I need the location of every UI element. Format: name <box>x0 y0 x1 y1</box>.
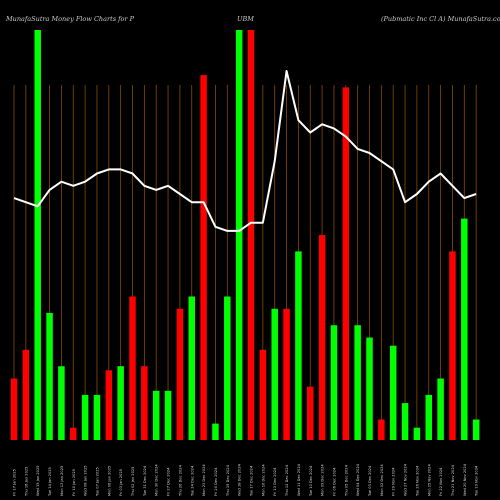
x-tick-label: Wed 04 Dec 2024 <box>356 463 360 496</box>
money-flow-bar <box>413 427 421 440</box>
chart-title-right: (Pubmatic Inc Cl A) MunafaSutra.com <box>381 15 500 23</box>
money-flow-bar <box>283 308 290 440</box>
x-tick-label: Mon 02 Dec 2024 <box>380 464 384 496</box>
x-tick-label: Tue 07 Jan 2025 <box>95 467 99 497</box>
price-line-layer <box>13 70 477 232</box>
money-flow-bar <box>425 394 432 440</box>
money-flow-bar <box>401 403 409 440</box>
money-flow-bar <box>247 30 255 440</box>
x-tick-label: Fri 10 Jan 2025 <box>72 469 76 496</box>
money-flow-bar <box>10 378 18 440</box>
money-flow-bar <box>141 366 148 440</box>
money-flow-bar <box>461 218 468 440</box>
money-flow-bar <box>437 378 444 440</box>
x-tick-label: Fri 06 Dec 2024 <box>332 467 336 496</box>
money-flow-bar <box>117 366 124 440</box>
x-tick-label: Thu 12 Dec 2024 <box>285 464 289 497</box>
x-tick-labels: Fri 17 Jan 2025 Thu 16 Jan 2025 Wed 15 Jan… <box>13 463 479 497</box>
x-tick-label: Wed 11 Dec 2024 <box>297 463 301 496</box>
x-tick-label: Thu 26 Dec 2024 <box>178 464 182 497</box>
x-tick-label: Mon 16 Dec 2024 <box>261 464 265 496</box>
x-tick-label: Wed 20 Nov 2024 <box>463 463 467 496</box>
money-flow-bar <box>389 345 397 440</box>
x-tick-label: Tue 03 Dec 2024 <box>368 465 372 497</box>
x-tick-label: Fri 17 Jan 2025 <box>13 469 17 496</box>
x-tick-label: Mon 23 Dec 2024 <box>202 464 206 496</box>
money-flow-bar <box>449 251 456 440</box>
x-tick-label: Wed 08 Jan 2025 <box>84 465 88 496</box>
x-tick-label: Thu 21 Nov 2024 <box>451 464 455 497</box>
x-tick-label: Fri 13 Dec 2024 <box>273 467 277 496</box>
x-tick-label: Fri 20 Dec 2024 <box>214 467 218 496</box>
bars <box>10 30 480 441</box>
money-flow-bar <box>472 419 480 440</box>
x-tick-label: Tue 24 Dec 2024 <box>190 465 194 497</box>
chart-title-left: MunafaSutra Money Flow Charts for P <box>5 15 135 23</box>
x-tick-label: Tue 31 Dec 2024 <box>143 465 147 497</box>
money-flow-bar <box>366 337 373 440</box>
money-flow-bar <box>176 308 184 440</box>
money-flow-bar <box>271 308 278 440</box>
money-flow-bar <box>188 296 195 440</box>
x-tick-label: Mon 25 Nov 2024 <box>427 464 431 496</box>
x-tick-label: Thu 16 Jan 2025 <box>24 467 28 497</box>
x-tick-label: Fri 03 Jan 2025 <box>119 469 123 496</box>
money-flow-bar <box>259 349 267 440</box>
money-flow-bar <box>318 235 326 440</box>
money-flow-bar <box>212 423 219 440</box>
x-tick-label: Tue 14 Jan 2025 <box>48 467 52 497</box>
x-tick-label: Fri 22 Nov 2024 <box>439 467 443 496</box>
x-tick-label: Thu 19 Dec 2024 <box>226 464 230 497</box>
x-tick-label: Wed 27 Nov 2024 <box>404 463 408 496</box>
x-tick-label: Fri 29 Nov 2024 <box>392 467 396 496</box>
x-tick-label: Fri 27 Dec 2024 <box>167 467 171 496</box>
x-tick-label: Mon 30 Dec 2024 <box>155 464 159 496</box>
money-flow-bar <box>70 427 77 440</box>
money-flow-bar <box>34 30 41 440</box>
money-flow-bar <box>224 296 231 440</box>
money-flow-bar <box>295 251 302 440</box>
money-flow-bar <box>200 75 207 440</box>
money-flow-bar <box>46 312 53 440</box>
x-tick-label: Mon 09 Dec 2024 <box>321 464 325 496</box>
money-flow-bar <box>378 419 385 440</box>
money-flow-bar <box>307 386 314 440</box>
money-flow-bar <box>354 325 361 440</box>
money-flow-bar <box>22 349 30 440</box>
money-flow-bar <box>235 30 243 440</box>
money-flow-bar <box>152 390 160 440</box>
money-flow-bar <box>342 87 350 441</box>
x-tick-label: Tue 19 Nov 2024 <box>475 465 479 497</box>
x-tick-label: Mon 06 Jan 2025 <box>107 466 111 496</box>
money-flow-bar <box>93 394 101 440</box>
x-tick-label: Thu 05 Dec 2024 <box>344 464 348 497</box>
x-tick-label: Tue 10 Dec 2024 <box>309 465 313 497</box>
x-tick-label: Tue 26 Nov 2024 <box>415 465 419 497</box>
money-flow-bar <box>164 390 172 440</box>
x-tick-label: Wed 18 Dec 2024 <box>238 463 242 496</box>
money-flow-bar <box>58 366 65 440</box>
money-flow-bar <box>330 325 338 440</box>
x-tick-label: Tue 17 Dec 2024 <box>250 465 254 497</box>
x-tick-label: Wed 15 Jan 2025 <box>36 465 40 496</box>
x-tick-label: Mon 13 Jan 2025 <box>60 466 64 496</box>
chart-title-center: UBM <box>237 15 254 23</box>
money-flow-bar <box>129 296 136 440</box>
x-tick-label: Thu 02 Jan 2025 <box>131 467 135 497</box>
money-flow-bar <box>81 394 89 440</box>
price-line <box>13 70 477 232</box>
money-flow-bar <box>105 370 113 440</box>
